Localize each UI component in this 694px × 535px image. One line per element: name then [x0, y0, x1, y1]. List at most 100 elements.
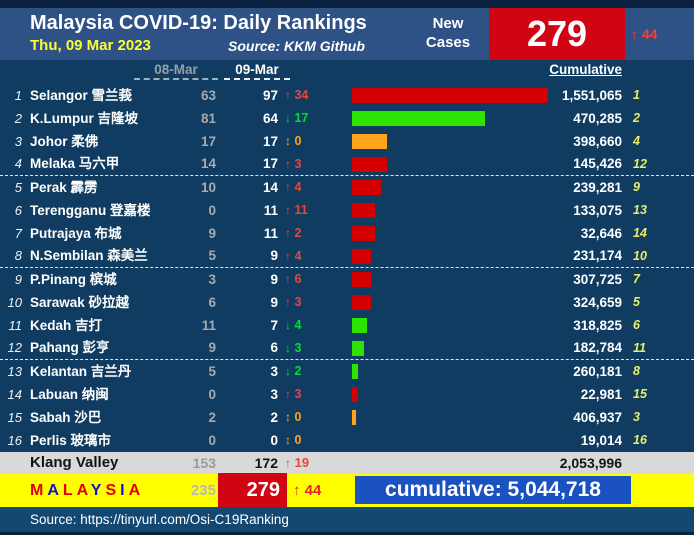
up-arrow-icon: ↑	[285, 203, 291, 217]
daily-change: ↕ 0	[285, 433, 302, 447]
report-date: Thu, 09 Mar 2023	[30, 37, 151, 54]
cumulative-value: 318,825	[573, 318, 622, 333]
column-headers: 08-Mar 09-Mar Cumulative	[0, 60, 694, 84]
zero-arrow-icon: ↕	[285, 410, 291, 424]
bar-fill	[352, 111, 485, 126]
cumulative-rank: 7	[633, 272, 640, 286]
cases-bar	[336, 153, 548, 175]
rank: 16	[7, 433, 22, 448]
col-header-prev-day: 08-Mar	[134, 62, 218, 80]
curr-day-cases: 7	[270, 318, 278, 333]
table-row: 13 Kelantan 吉兰丹 5 3 ↓ 2 260,181 8	[0, 360, 694, 383]
bar-fill	[352, 134, 387, 149]
zero-arrow-icon: ↕	[285, 433, 291, 447]
state-name: Labuan 纳闽	[30, 387, 109, 402]
malaysia-change: ↑ 44	[293, 482, 322, 499]
cumulative-value: 32,646	[580, 226, 622, 241]
up-arrow-icon: ↑	[631, 26, 638, 42]
rank: 11	[8, 318, 23, 333]
daily-change: ↑ 3	[285, 387, 302, 401]
header-band: Malaysia COVID-19: Daily Rankings Thu, 0…	[0, 8, 694, 60]
up-arrow-icon: ↑	[285, 456, 291, 470]
prev-day-cases: 0	[208, 203, 216, 218]
up-arrow-icon: ↑	[285, 295, 291, 309]
rank: 14	[7, 387, 22, 402]
table-row: 9 P.Pinang 槟城 3 9 ↑ 6 307,725 7	[0, 268, 694, 291]
prev-day-cases: 5	[208, 248, 216, 263]
curr-day-cases: 0	[270, 433, 278, 448]
curr-day-cases: 11	[263, 203, 278, 218]
table-row: 10 Sarawak 砂拉越 6 9 ↑ 3 324,659 5	[0, 291, 694, 314]
klang-curr-cases: 172	[254, 455, 278, 471]
new-cases-value-box: 279	[489, 8, 625, 60]
rank: 8	[14, 248, 22, 263]
cumulative-value: 398,660	[573, 134, 622, 149]
daily-change: ↓ 2	[285, 364, 302, 378]
prev-day-cases: 3	[208, 272, 216, 287]
daily-change: ↓ 4	[285, 318, 302, 332]
cases-bar	[336, 429, 548, 452]
daily-change: ↑ 4	[285, 180, 302, 194]
table-row: 16 Perlis 玻璃市 0 0 ↕ 0 19,014 16	[0, 429, 694, 452]
cumulative-rank: 8	[633, 364, 640, 378]
prev-day-cases: 0	[208, 433, 216, 448]
table-row: 12 Pahang 彭亨 9 6 ↓ 3 182,784 11	[0, 337, 694, 360]
prev-day-cases: 63	[200, 88, 216, 103]
rank: 15	[7, 410, 22, 425]
prev-day-cases: 14	[200, 156, 216, 171]
daily-change: ↓ 3	[285, 341, 302, 355]
table-row: 14 Labuan 纳闽 0 3 ↑ 3 22,981 15	[0, 383, 694, 406]
rank: 7	[14, 226, 22, 241]
table-row: 7 Putrajaya 布城 9 11 ↑ 2 32,646 14	[0, 222, 694, 245]
up-arrow-icon: ↑	[285, 272, 291, 286]
daily-change: ↑ 3	[285, 295, 302, 309]
cumulative-value: 260,181	[573, 364, 622, 379]
cumulative-value: 182,784	[573, 340, 622, 355]
malaysia-total-row: MALAYSIA 235 279 ↑ 44 cumulative: 5,044,…	[0, 473, 694, 507]
col-header-curr-day: 09-Mar	[224, 62, 290, 80]
curr-day-cases: 3	[270, 387, 278, 402]
page-title: Malaysia COVID-19: Daily Rankings	[30, 12, 367, 34]
cumulative-value: 133,075	[573, 203, 622, 218]
prev-day-cases: 9	[208, 340, 216, 355]
cumulative-value: 145,426	[573, 156, 622, 171]
cumulative-value: 470,285	[573, 111, 622, 126]
daily-change: ↑ 6	[285, 272, 302, 286]
up-arrow-icon: ↑	[285, 88, 291, 102]
down-arrow-icon: ↓	[285, 364, 291, 378]
rankings-table-body: 1 Selangor 雪兰莪 63 97 ↑ 34 1,551,065 1 2 K.Lumpur…	[0, 84, 694, 452]
cases-bar	[336, 406, 548, 429]
bar-fill	[352, 226, 375, 241]
cases-bar	[336, 291, 548, 314]
curr-day-cases: 17	[262, 156, 278, 171]
klang-cumulative-value: 2,053,996	[559, 455, 622, 471]
cumulative-value: 19,014	[580, 433, 622, 448]
daily-change: ↑ 11	[285, 203, 308, 217]
new-cases-change: ↑ 44	[631, 26, 658, 42]
cumulative-rank: 10	[633, 249, 647, 263]
malaysia-cumulative-box: cumulative: 5,044,718	[355, 476, 631, 504]
zero-arrow-icon: ↕	[285, 134, 291, 148]
cumulative-rank: 12	[633, 157, 647, 171]
cumulative-value: 324,659	[573, 295, 622, 310]
bar-fill	[352, 203, 375, 218]
rank: 13	[7, 364, 22, 379]
cumulative-rank: 14	[633, 226, 647, 240]
prev-day-cases: 6	[208, 295, 216, 310]
rank: 10	[7, 295, 22, 310]
malaysia-letter: S	[105, 482, 121, 499]
cases-bar	[336, 268, 548, 291]
daily-change: ↑ 3	[285, 157, 302, 171]
rank: 9	[14, 272, 22, 287]
curr-day-cases: 6	[270, 340, 278, 355]
bar-fill	[352, 88, 548, 103]
rank: 5	[14, 180, 22, 195]
daily-change: ↕ 0	[285, 410, 302, 424]
table-row: 6 Terengganu 登嘉楼 0 11 ↑ 11 133,075 13	[0, 199, 694, 222]
table-row: 1 Selangor 雪兰莪 63 97 ↑ 34 1,551,065 1	[0, 84, 694, 107]
bottom-border-strip	[0, 532, 694, 535]
down-arrow-icon: ↓	[285, 318, 291, 332]
rank: 3	[14, 134, 22, 149]
cumulative-rank: 5	[633, 295, 640, 309]
